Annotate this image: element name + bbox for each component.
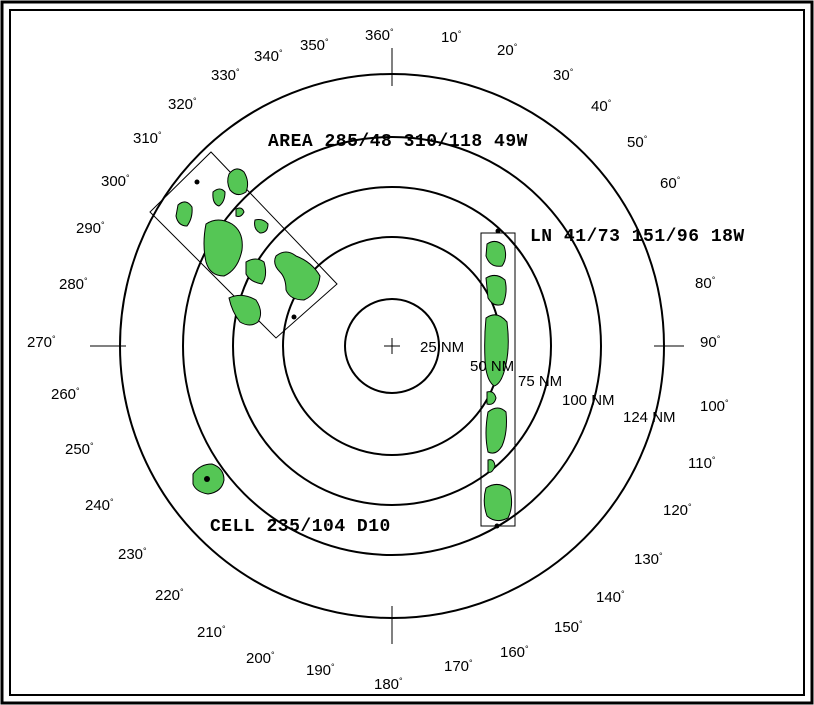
bearing-label: 220° [155,587,184,604]
precip-cell [227,168,249,196]
range-ring-100 [182,136,602,556]
bearing-label: 360° [365,27,394,44]
bearing-label: 230° [118,546,147,563]
bearing-label: 60° [660,175,681,192]
cell-marker-dot [204,476,210,482]
range-label-124: 124 NM [623,409,676,426]
bearing-label: 20° [497,42,518,59]
line-endpoint-dot [494,523,500,529]
precip-cell [484,314,509,387]
range-ring-25 [344,298,440,394]
bearing-label: 140° [596,589,625,606]
bearing-label: 40° [591,98,612,115]
area-endpoint-dot [194,179,200,185]
range-label-25: 25 NM [420,339,464,356]
bearing-label: 340° [254,48,283,65]
bearing-label: 320° [168,96,197,113]
bearing-label: 260° [51,386,80,403]
area-outline-box [149,151,338,339]
bearing-label: 350° [300,37,329,54]
bearing-label: 180° [374,676,403,693]
bearing-label: 130° [634,551,663,568]
bearing-label: 250° [65,441,94,458]
bearing-label: 330° [211,67,240,84]
bearing-label: 100° [700,398,729,415]
precip-cell [274,251,321,301]
precip-cell [212,188,226,207]
line-endpoint-dot [495,228,501,234]
bearing-label: 50° [627,134,648,151]
bearing-label: 30° [553,67,574,84]
bearing-label: 210° [197,624,226,641]
bearing-label: 150° [554,619,583,636]
bearing-label: 170° [444,658,473,675]
range-ring-75 [232,186,552,506]
line-report: LN 41/73 151/96 18W [530,227,745,247]
bearing-label: 80° [695,275,716,292]
precip-cell [228,294,262,326]
bearing-label: 120° [663,502,692,519]
range-label-75: 75 NM [518,373,562,390]
bearing-label: 160° [500,644,529,661]
precip-cell [254,219,269,234]
precip-cell [486,391,497,405]
cell-report: CELL 235/104 D10 [210,517,391,537]
range-label-100: 100 NM [562,392,615,409]
precip-cell [175,201,193,227]
area-endpoint-dot [291,314,297,320]
precip-cell [485,274,507,306]
bearing-label: 290° [76,220,105,237]
precip-cell [483,484,513,522]
range-label-50: 50 NM [470,358,514,375]
bearing-label: 90° [700,334,721,351]
bearing-label: 240° [85,497,114,514]
precip-cell [485,407,507,454]
precip-cell [485,240,507,267]
bearing-label: 310° [133,130,162,147]
inner-border [9,9,805,696]
bearing-label: 270° [27,334,56,351]
precip-cell [487,459,496,473]
bearing-label: 200° [246,650,275,667]
precip-cell [203,219,243,277]
bearing-label: 300° [101,173,130,190]
bearing-label: 10° [441,29,462,46]
precip-cell [235,207,245,217]
precip-cell [245,258,267,285]
bearing-label: 280° [59,276,88,293]
bearing-label: 190° [306,662,335,679]
bearing-label: 110° [688,455,716,472]
area-report: AREA 285/48 310/118 49W [268,132,528,152]
